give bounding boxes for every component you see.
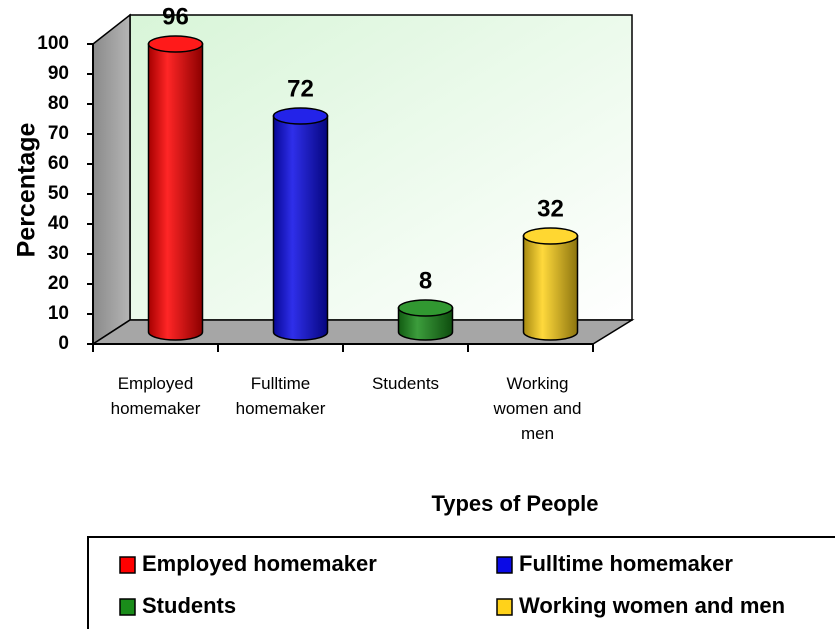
legend-swatch [119,598,136,616]
legend-label: Students [142,593,236,618]
y-tick-label: 50 [48,183,69,204]
y-tick-label: 40 [48,213,69,234]
y-tick-label: 10 [48,303,69,324]
y-tick-label: 100 [37,33,69,54]
x-tick-label: Fulltime homemaker [235,374,326,418]
y-tick-label: 60 [48,153,69,174]
bar [272,115,329,341]
y-tick-label: 80 [48,93,69,114]
y-tick-label: 20 [48,273,69,294]
legend-label: Employed homemaker [142,551,377,576]
data-label: 8 [419,267,432,294]
legend-label: Fulltime homemaker [519,551,733,576]
y-tick-label: 30 [48,243,69,264]
legend-label: Working women and men [519,593,785,618]
x-tick-label: Employed homemaker [110,374,201,418]
x-axis-title: Types of People [431,491,598,516]
bar-top [522,227,579,245]
bar [147,43,204,341]
legend [87,536,835,629]
legend-swatch [119,556,136,574]
data-label: 72 [287,75,314,102]
y-tick-label: 70 [48,123,69,144]
bar-top [272,107,329,125]
bar [522,235,579,341]
side-wall [92,13,131,346]
bar-top [397,299,454,317]
legend-swatch [496,556,513,574]
y-axis-title: Percentage [13,123,41,258]
data-label: 32 [537,195,564,222]
data-label: 96 [162,3,189,30]
bar [397,307,454,341]
legend-swatch [496,598,513,616]
y-tick-label: 0 [58,333,69,354]
x-tick-label: Working women and men [493,374,582,443]
y-tick-label: 90 [48,63,69,84]
bar-top [147,35,204,53]
x-tick-label: Students [371,374,440,393]
